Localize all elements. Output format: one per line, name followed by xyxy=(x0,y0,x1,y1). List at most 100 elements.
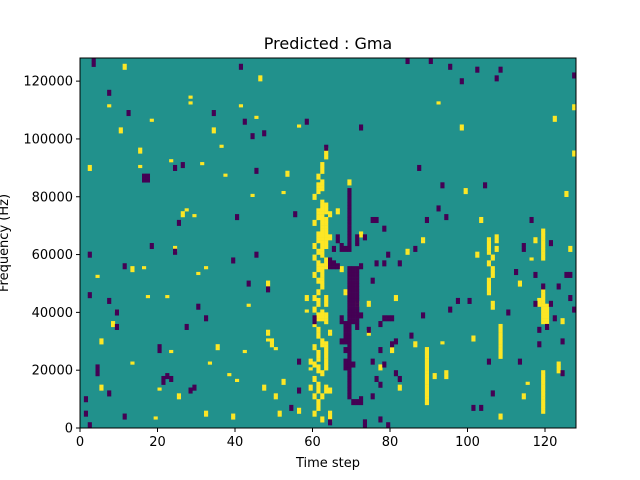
heatmap-cell-low xyxy=(331,260,337,264)
heatmap-cell-high xyxy=(421,237,426,241)
heatmap-cell-high xyxy=(537,300,542,304)
heatmap-cell-low xyxy=(347,393,352,397)
heatmap-cell-high xyxy=(320,370,325,374)
heatmap-cell-high xyxy=(258,75,263,79)
heatmap-cell-high xyxy=(320,182,325,186)
chart-title: Predicted : Gma xyxy=(264,34,392,53)
heatmap-cell-low xyxy=(343,347,348,351)
heatmap-cell-high xyxy=(231,416,236,420)
heatmap-cell-low xyxy=(378,321,383,325)
heatmap-cell-high xyxy=(490,254,495,258)
heatmap-cell-low xyxy=(537,329,542,333)
heatmap-cell-high xyxy=(277,413,282,417)
heatmap-cell-low xyxy=(533,303,538,307)
heatmap-cell-high xyxy=(312,413,317,417)
heatmap-cell-high xyxy=(359,231,364,235)
heatmap-cell-low xyxy=(475,66,480,70)
heatmap-cell-high xyxy=(421,240,426,244)
heatmap-cell-high xyxy=(541,300,546,304)
heatmap-cell-high xyxy=(285,170,290,174)
heatmap-cell-low xyxy=(211,110,216,114)
heatmap-cell-high xyxy=(308,367,313,371)
heatmap-cell-high xyxy=(545,318,550,322)
heatmap-cell-low xyxy=(355,399,360,403)
heatmap-cell-high xyxy=(498,416,503,420)
heatmap-cell-high xyxy=(424,387,430,391)
heatmap-cell-low xyxy=(479,404,484,409)
heatmap-cell-high xyxy=(316,190,321,195)
heatmap-cell-low xyxy=(355,315,360,319)
heatmap-cell-high xyxy=(316,349,321,354)
heatmap-cell-low xyxy=(339,341,344,345)
heatmap-cell-low xyxy=(359,127,364,131)
heatmap-cell-high xyxy=(320,237,325,241)
heatmap-cell-high xyxy=(316,315,321,319)
heatmap-cell-high xyxy=(444,373,449,377)
heatmap-cell-high xyxy=(266,329,271,333)
heatmap-cell-low xyxy=(471,407,476,411)
heatmap-cell-low xyxy=(409,332,414,336)
heatmap-cell-low xyxy=(347,219,352,224)
heatmap-cell-high xyxy=(490,257,495,261)
heatmap-cell-low xyxy=(343,349,348,354)
heatmap-cell-high xyxy=(366,332,371,336)
heatmap-cell-low xyxy=(196,303,201,307)
heatmap-cell-low xyxy=(347,332,352,336)
heatmap-cell-high xyxy=(145,295,151,299)
heatmap-cell-low xyxy=(114,312,120,316)
heatmap-cell-high xyxy=(545,303,550,307)
heatmap-cell-low xyxy=(378,416,383,420)
heatmap-cell-high xyxy=(320,315,325,319)
heatmap-cell-high xyxy=(432,373,437,377)
heatmap-cell-low xyxy=(359,399,364,403)
heatmap-cell-low xyxy=(107,300,112,304)
heatmap-cell-low xyxy=(351,401,356,406)
heatmap-cell-high xyxy=(324,225,329,229)
heatmap-cell-high xyxy=(320,211,325,215)
heatmap-cell-high xyxy=(215,347,220,351)
heatmap-cell-low xyxy=(335,266,340,270)
heatmap-cell-low xyxy=(169,375,174,380)
heatmap-cell-low xyxy=(490,390,495,394)
heatmap-cell-high xyxy=(99,338,104,342)
heatmap-cell-high xyxy=(312,396,317,400)
heatmap-cell-high xyxy=(316,173,321,177)
heatmap-cell-low xyxy=(196,306,201,310)
heatmap-cell-low xyxy=(568,297,573,302)
heatmap-cell-low xyxy=(87,295,92,299)
heatmap-cell-low xyxy=(359,266,364,270)
heatmap-cell-low xyxy=(548,243,554,247)
heatmap-cell-high xyxy=(328,416,333,420)
heatmap-cell-low xyxy=(347,286,352,290)
heatmap-cell-low xyxy=(297,387,302,391)
heatmap-cell-low xyxy=(180,162,185,166)
heatmap-cell-high xyxy=(316,214,321,218)
heatmap-cell-high xyxy=(324,364,329,368)
heatmap-cell-low xyxy=(382,260,387,264)
heatmap-cell-low xyxy=(351,292,356,296)
y-axis: 0 20000 40000 60000 80000 100000 120000 xyxy=(23,75,80,437)
heatmap-cell-low xyxy=(471,404,476,409)
heatmap-cell-high xyxy=(320,222,325,226)
heatmap-cell-low xyxy=(355,309,360,313)
heatmap-cell-high xyxy=(118,127,123,131)
heatmap-cell-high xyxy=(324,153,329,157)
heatmap-cell-high xyxy=(424,396,430,400)
heatmap-cell-low xyxy=(347,245,352,250)
heatmap-cell-low xyxy=(537,326,542,330)
heatmap-cell-high xyxy=(184,208,189,212)
heatmap-cell-high xyxy=(312,257,317,261)
heatmap-cell-high xyxy=(541,297,546,302)
heatmap-cell-low xyxy=(355,289,360,293)
heatmap-cell-high xyxy=(316,208,321,212)
y-tick-label: 100000 xyxy=(23,132,73,147)
heatmap-cell-high xyxy=(324,300,329,304)
heatmap-cell-high xyxy=(572,107,577,111)
heatmap-cell-high xyxy=(320,393,325,397)
heatmap-cell-high xyxy=(316,240,321,244)
heatmap-cell-low xyxy=(347,222,352,226)
heatmap-cell-low xyxy=(351,277,356,281)
heatmap-cell-high xyxy=(320,254,325,258)
heatmap-cell-high xyxy=(324,234,329,238)
heatmap-cell-high xyxy=(324,257,329,261)
